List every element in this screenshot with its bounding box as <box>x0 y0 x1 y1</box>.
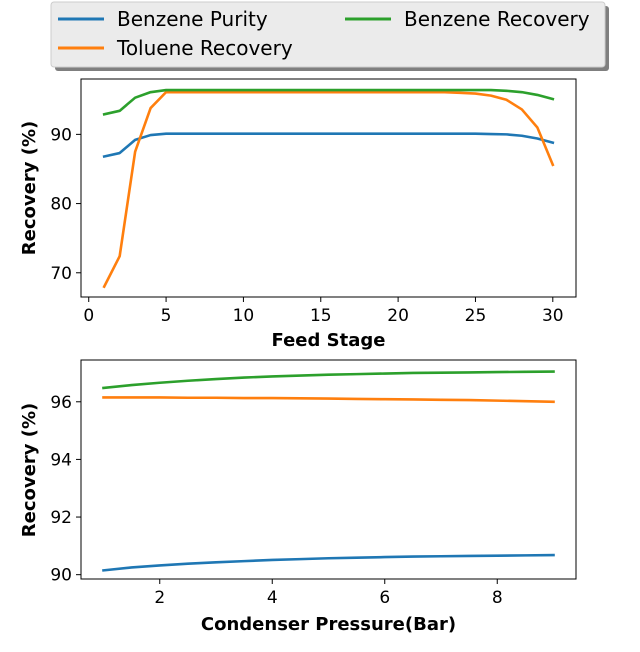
x-axis-label: Condenser Pressure(Bar) <box>201 614 456 635</box>
series-line-benzene-recovery <box>102 88 555 116</box>
x-tick-label: 5 <box>161 306 172 326</box>
x-tick-label: 30 <box>542 306 564 326</box>
x-tick-label: 10 <box>233 306 255 326</box>
legend-label-toluene-recovery: Toluene Recovery <box>116 36 293 60</box>
x-tick-label: 2 <box>154 588 165 608</box>
y-ticks: 90 92 94 96 <box>50 393 81 586</box>
x-tick-label: 20 <box>387 306 409 326</box>
legend-label-benzene-recovery: Benzene Recovery <box>404 7 590 31</box>
y-tick-label: 90 <box>50 125 72 145</box>
x-ticks: 2 4 6 8 <box>154 579 503 608</box>
y-tick-label: 90 <box>50 566 72 586</box>
y-tick-label: 94 <box>50 450 72 470</box>
series-line-benzene-purity <box>102 132 555 159</box>
series-line-toluene-recovery <box>102 396 555 404</box>
x-tick-label: 15 <box>310 306 332 326</box>
y-tick-label: 70 <box>50 264 72 284</box>
plot-frame <box>80 359 577 580</box>
x-tick-label: 6 <box>379 588 390 608</box>
y-ticks: 70 80 90 <box>50 125 81 284</box>
x-ticks: 0 5 10 15 20 25 30 <box>83 297 564 326</box>
y-tick-label: 80 <box>50 195 72 215</box>
legend-label-benzene-purity: Benzene Purity <box>117 7 268 31</box>
chart-lines <box>102 88 555 289</box>
x-tick-label: 0 <box>83 306 94 326</box>
x-tick-label: 8 <box>492 588 503 608</box>
series-line-toluene-recovery <box>102 90 555 289</box>
series-line-benzene-purity <box>102 553 555 572</box>
y-tick-label: 96 <box>50 393 72 413</box>
series-line-benzene-recovery <box>102 370 555 390</box>
y-axis-label: Recovery (%) <box>19 403 40 537</box>
chart-lines <box>102 370 555 572</box>
chart-feed-stage: 0 5 10 15 20 25 30 70 80 90 Feed Stage Recovery … <box>19 78 577 351</box>
x-tick-label: 25 <box>465 306 487 326</box>
x-axis-label: Feed Stage <box>272 330 386 351</box>
x-tick-label: 4 <box>267 588 278 608</box>
legend: Benzene Purity Toluene Recovery Benzene … <box>50 1 609 71</box>
y-axis-label: Recovery (%) <box>19 121 40 255</box>
legend-box <box>50 1 606 68</box>
plot-frame <box>80 78 577 298</box>
chart-condenser-pressure: 2 4 6 8 90 92 94 96 Condenser Pressure(Bar) Re… <box>19 359 577 635</box>
y-tick-label: 92 <box>50 508 72 528</box>
